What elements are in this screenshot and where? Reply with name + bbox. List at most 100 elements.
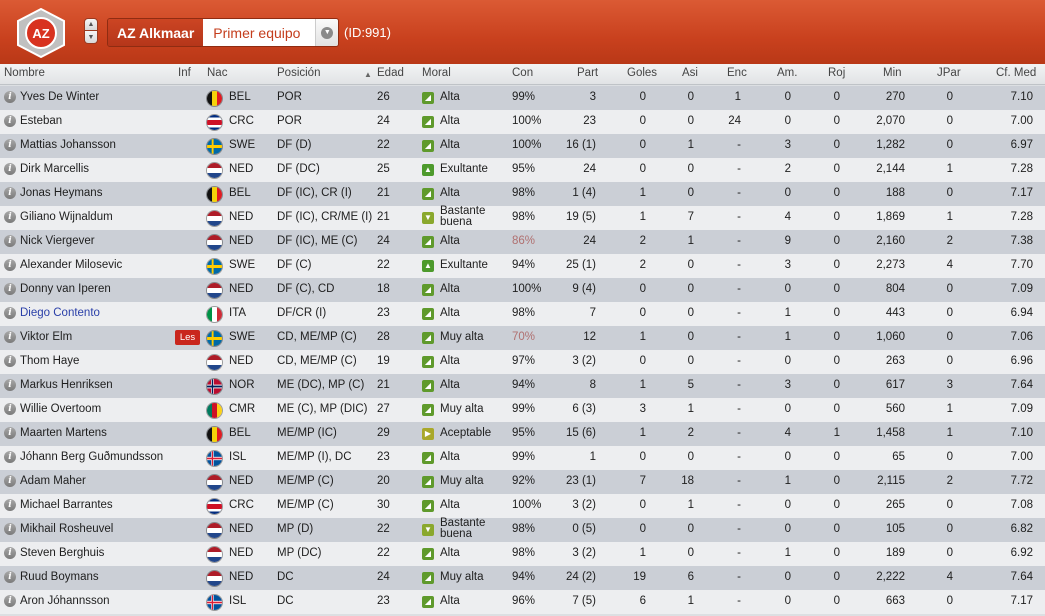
info-icon[interactable]: i (4, 547, 16, 559)
player-name[interactable]: Viktor Elm (20, 331, 73, 343)
player-name[interactable]: Jóhann Berg Guðmundsson (20, 451, 164, 463)
info-icon[interactable]: i (4, 91, 16, 103)
player-name[interactable]: Giliano Wijnaldum (20, 211, 113, 223)
table-row[interactable]: i Mattias Johansson SWE DF (D) 22 ◢ Alta 100% 16… (0, 134, 1045, 158)
col-moral[interactable]: Moral (422, 67, 451, 79)
info-icon[interactable]: i (4, 259, 16, 271)
table-row[interactable]: i Willie Overtoom CMR ME (C), MP (DIC) 27 ◢ Mu… (0, 398, 1045, 422)
player-name[interactable]: Donny van Iperen (20, 283, 111, 295)
player-name[interactable]: Jonas Heymans (20, 187, 103, 199)
position: ME/MP (C) (277, 499, 334, 511)
info-icon[interactable]: i (4, 595, 16, 607)
nationality: NED (229, 355, 254, 367)
prev-team-button[interactable]: ▲ (84, 18, 98, 31)
table-row[interactable]: i Diego Contento ITA DF/CR (I) 23 ◢ Alta 98% 7 0 0… (0, 302, 1045, 326)
info-icon[interactable]: i (4, 187, 16, 199)
table-row[interactable]: i Nick Viergever NED DF (IC), ME (C) 24 ◢ Alta… (0, 230, 1045, 254)
col-inf[interactable]: Inf (178, 67, 191, 79)
col-min[interactable]: Min (883, 67, 902, 79)
table-row[interactable]: i Ruud Boymans NED DC 24 ◢ Muy alta 94% 24 (2) 19… (0, 566, 1045, 590)
table-row[interactable]: i Mikhail Rosheuvel NED MP (D) 22 ▼ Bastante b… (0, 517, 1045, 542)
table-row[interactable]: i Jonas Heymans BEL DF (IC), CR (I) 21 ◢ Alta 9… (0, 182, 1045, 206)
col-cf-med[interactable]: Cf. Med (996, 67, 1037, 79)
nationality: NOR (229, 379, 255, 391)
morale: Alta (440, 307, 460, 319)
player-name[interactable]: Michael Barrantes (20, 499, 113, 511)
info-icon[interactable]: i (4, 403, 16, 415)
info-icon[interactable]: i (4, 307, 16, 319)
table-row[interactable]: i Aron Jóhannsson ISL DC 23 ◢ Alta 96% 7 (5) 6 1 - 0… (0, 590, 1045, 614)
col-edad[interactable]: Edad (377, 67, 404, 79)
info-icon[interactable]: i (4, 523, 16, 535)
table-row[interactable]: i Markus Henriksen NOR ME (DC), MP (C) 21 ◢ Al… (0, 374, 1045, 398)
player-name[interactable]: Thom Haye (20, 355, 80, 367)
info-icon[interactable]: i (4, 211, 16, 223)
minutes: 1,458 (876, 427, 905, 439)
player-name[interactable]: Steven Berghuis (20, 547, 105, 559)
table-row[interactable]: i Yves De Winter BEL POR 26 ◢ Alta 99% 3 0 0 1 0 0 270… (0, 86, 1045, 110)
col-enc[interactable]: Enc (727, 67, 747, 79)
col-posicion[interactable]: Posición (277, 67, 321, 79)
info-icon[interactable]: i (4, 115, 16, 127)
col-asi[interactable]: Asi (682, 67, 698, 79)
table-row[interactable]: i Alexander Milosevic SWE DF (C) 22 ▲ Exultant… (0, 254, 1045, 278)
morale: Alta (440, 139, 460, 151)
player-name[interactable]: Yves De Winter (20, 91, 100, 103)
player-name[interactable]: Nick Viergever (20, 235, 95, 247)
col-goles[interactable]: Goles (627, 67, 658, 79)
table-row[interactable]: i Dirk Marcellis NED DF (DC) 25 ▲ Exultante 95%… (0, 158, 1045, 182)
table-row[interactable]: i Donny van Iperen NED DF (C), CD 18 ◢ Alta 100… (0, 278, 1045, 302)
col-part[interactable]: Part (577, 67, 599, 79)
table-row[interactable]: i Thom Haye NED CD, ME/MP (C) 19 ◢ Alta 97% 3 (2… (0, 350, 1045, 374)
col-nac[interactable]: Nac (207, 67, 228, 79)
table-row[interactable]: i Michael Barrantes CRC ME/MP (C) 30 ◢ Alta 100… (0, 494, 1045, 518)
table-row[interactable]: i Esteban CRC POR 24 ◢ Alta 100% 23 0 0 24 0 0 2,070 0 7… (0, 110, 1045, 134)
player-name[interactable]: Mattias Johansson (20, 139, 116, 151)
player-name[interactable]: Alexander Milosevic (20, 259, 123, 271)
player-name[interactable]: Diego Contento (20, 307, 100, 319)
info-icon[interactable]: i (4, 235, 16, 247)
player-name[interactable]: Esteban (20, 115, 63, 127)
club-logo[interactable]: AZ (15, 8, 67, 58)
info-icon[interactable]: i (4, 427, 16, 439)
flag-icon (207, 451, 222, 466)
player-name[interactable]: Dirk Marcellis (20, 163, 89, 175)
info-icon[interactable]: i (4, 499, 16, 511)
player-name[interactable]: Adam Maher (20, 475, 86, 487)
info-icon[interactable]: i (4, 451, 16, 463)
col-nombre[interactable]: Nombre (4, 67, 45, 79)
table-row[interactable]: i Adam Maher NED ME/MP (C) 20 ◢ Muy alta 92% 23 … (0, 470, 1045, 494)
info-icon[interactable]: i (4, 475, 16, 487)
col-am[interactable]: Am. (777, 67, 798, 79)
info-icon[interactable]: i (4, 139, 16, 151)
player-name[interactable]: Aron Jóhannsson (20, 595, 110, 607)
col-roj[interactable]: Roj (828, 67, 846, 79)
info-icon[interactable]: i (4, 331, 16, 343)
player-name[interactable]: Mikhail Rosheuvel (20, 523, 114, 535)
table-row[interactable]: i Viktor Elm Les SWE CD, ME/MP (C) 28 ◢ Muy alt… (0, 326, 1045, 350)
info-icon[interactable]: i (4, 379, 16, 391)
squad-dropdown-button[interactable]: ▼ (315, 19, 339, 46)
info-icon[interactable]: i (4, 163, 16, 175)
player-name[interactable]: Ruud Boymans (20, 571, 99, 583)
squad-select[interactable]: Primer equipo (203, 19, 316, 46)
next-team-button[interactable]: ▼ (84, 31, 98, 44)
table-row[interactable]: i Giliano Wijnaldum NED DF (IC), CR/ME (I) 2… (0, 205, 1045, 230)
table-row[interactable]: i Steven Berghuis NED MP (DC) 22 ◢ Alta 98% 3 (2… (0, 542, 1045, 566)
table-row[interactable]: i Maarten Martens BEL ME/MP (IC) 29 ▶ Aceptabl… (0, 422, 1045, 446)
player-name[interactable]: Markus Henriksen (20, 379, 113, 391)
col-con[interactable]: Con (512, 67, 534, 79)
team-name-button[interactable]: AZ Alkmaar (108, 19, 204, 46)
col-jpar[interactable]: JPar (937, 67, 961, 79)
player-of-match: 0 (946, 547, 953, 559)
table-row[interactable]: i Jóhann Berg Guðmundsson ISL ME/MP (I), DC… (0, 446, 1045, 470)
info-icon[interactable]: i (4, 571, 16, 583)
player-of-match: 0 (946, 331, 953, 343)
position: DF (D) (277, 139, 312, 151)
minutes: 265 (885, 499, 905, 511)
player-name[interactable]: Willie Overtoom (20, 403, 102, 415)
conceded: - (737, 259, 741, 271)
info-icon[interactable]: i (4, 355, 16, 367)
info-icon[interactable]: i (4, 283, 16, 295)
player-name[interactable]: Maarten Martens (20, 427, 107, 439)
